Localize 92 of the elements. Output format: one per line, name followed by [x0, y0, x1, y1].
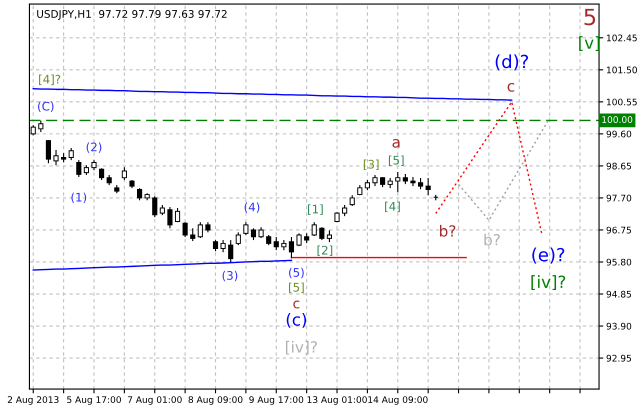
annotation: [3] [364, 160, 379, 170]
candlestick [84, 164, 89, 176]
annotation: [4]? [39, 74, 60, 86]
candlestick [426, 177, 431, 196]
candlestick [372, 174, 378, 187]
x-tick-label: 2 Aug 2013 [8, 396, 59, 405]
y-tick-label: 98.65 [606, 162, 632, 170]
line-series [458, 117, 550, 221]
annotation: (d)? [496, 54, 528, 70]
annotation: [4] [385, 202, 400, 212]
candlestick [106, 174, 112, 186]
candlestick [288, 236, 294, 259]
ref-line-label: 100.00 [602, 116, 632, 124]
candlestick [388, 177, 393, 189]
candlestick [68, 147, 74, 161]
candlestick [182, 222, 188, 238]
annotation: (e)? [532, 248, 564, 264]
candlestick [296, 232, 302, 247]
candlestick [342, 204, 348, 217]
candlestick [61, 152, 66, 163]
annotation: (3) [222, 270, 238, 282]
candlestick [274, 236, 279, 251]
candlestick [250, 228, 256, 241]
candlestick [46, 139, 51, 164]
candlestick [190, 228, 196, 242]
candlestick [380, 176, 386, 188]
x-tick-label: 5 Aug 17:00 [67, 396, 121, 405]
candlestick [402, 173, 408, 185]
candlestick [319, 226, 324, 241]
candlestick [258, 226, 264, 239]
candlestick [91, 160, 97, 171]
x-tick-label: 13 Aug 01:00 [308, 396, 367, 405]
candlestick [38, 120, 44, 133]
annotation: b? [484, 234, 500, 246]
candlestick [228, 240, 234, 263]
annotation: [iv]? [531, 275, 566, 290]
annotation: (4) [244, 202, 260, 213]
candlestick [76, 160, 82, 178]
candlestick [243, 222, 248, 236]
candlestick [395, 171, 400, 193]
candlestick [122, 166, 127, 181]
candlestick [160, 204, 165, 216]
x-tick-label: 9 Aug 17:00 [249, 396, 304, 405]
y-tick-label: 94.85 [606, 290, 632, 298]
annotation: [iv]? [286, 340, 317, 355]
candlestick [350, 194, 355, 207]
candlestick [418, 177, 424, 190]
y-tick-label: 97.70 [606, 194, 632, 202]
y-tick-label: 95.80 [606, 258, 632, 266]
annotation: (1) [71, 192, 86, 204]
candlestick [236, 232, 241, 246]
candlestick [266, 234, 272, 246]
y-tick-label: 96.75 [606, 226, 632, 234]
y-tick-label: 101.50 [606, 66, 637, 74]
candlestick [152, 196, 158, 218]
text: USDJPY,H1 97.72 97.79 97.63 97.72 [37, 10, 227, 20]
annotation: b? [440, 224, 456, 237]
candlestick [281, 240, 286, 251]
annotation: c [293, 300, 300, 308]
y-tick-label: 92.95 [606, 354, 632, 362]
annotation: c [508, 83, 514, 92]
y-tick-label: 102.45 [606, 34, 637, 42]
y-tick-label: 99.60 [606, 130, 632, 138]
x-tick-label: 7 Aug 01:00 [128, 396, 182, 405]
candlestick [53, 150, 59, 166]
candlestick [205, 222, 210, 233]
annotation: [5] [289, 282, 304, 294]
candlestick [99, 168, 104, 181]
annotation: (2) [86, 142, 102, 153]
candlestick [364, 180, 370, 191]
candlestick [304, 232, 310, 244]
y-tick-label: 93.90 [606, 322, 632, 330]
annotation: (c) [286, 312, 306, 328]
annotation: 5 [584, 8, 596, 26]
candlestick [326, 230, 332, 243]
annotation: [2] [318, 245, 332, 256]
candlestick [167, 206, 173, 229]
x-tick-label: 14 Aug 09:00 [368, 396, 428, 405]
annotation: (5) [289, 268, 304, 278]
annotation: [1] [308, 204, 323, 215]
y-tick-label: 100.55 [606, 98, 637, 106]
candlestick [174, 207, 180, 223]
candlestick [410, 176, 416, 187]
annotation: a [392, 138, 400, 148]
x-tick-label: 8 Aug 09:00 [188, 396, 242, 405]
candlestick [312, 222, 317, 237]
candlestick [136, 188, 142, 201]
candlestick [220, 240, 226, 253]
candlestick [198, 222, 203, 239]
annotation: (C) [38, 102, 54, 112]
candlestick [212, 240, 218, 252]
annotation: [5] [388, 155, 404, 166]
